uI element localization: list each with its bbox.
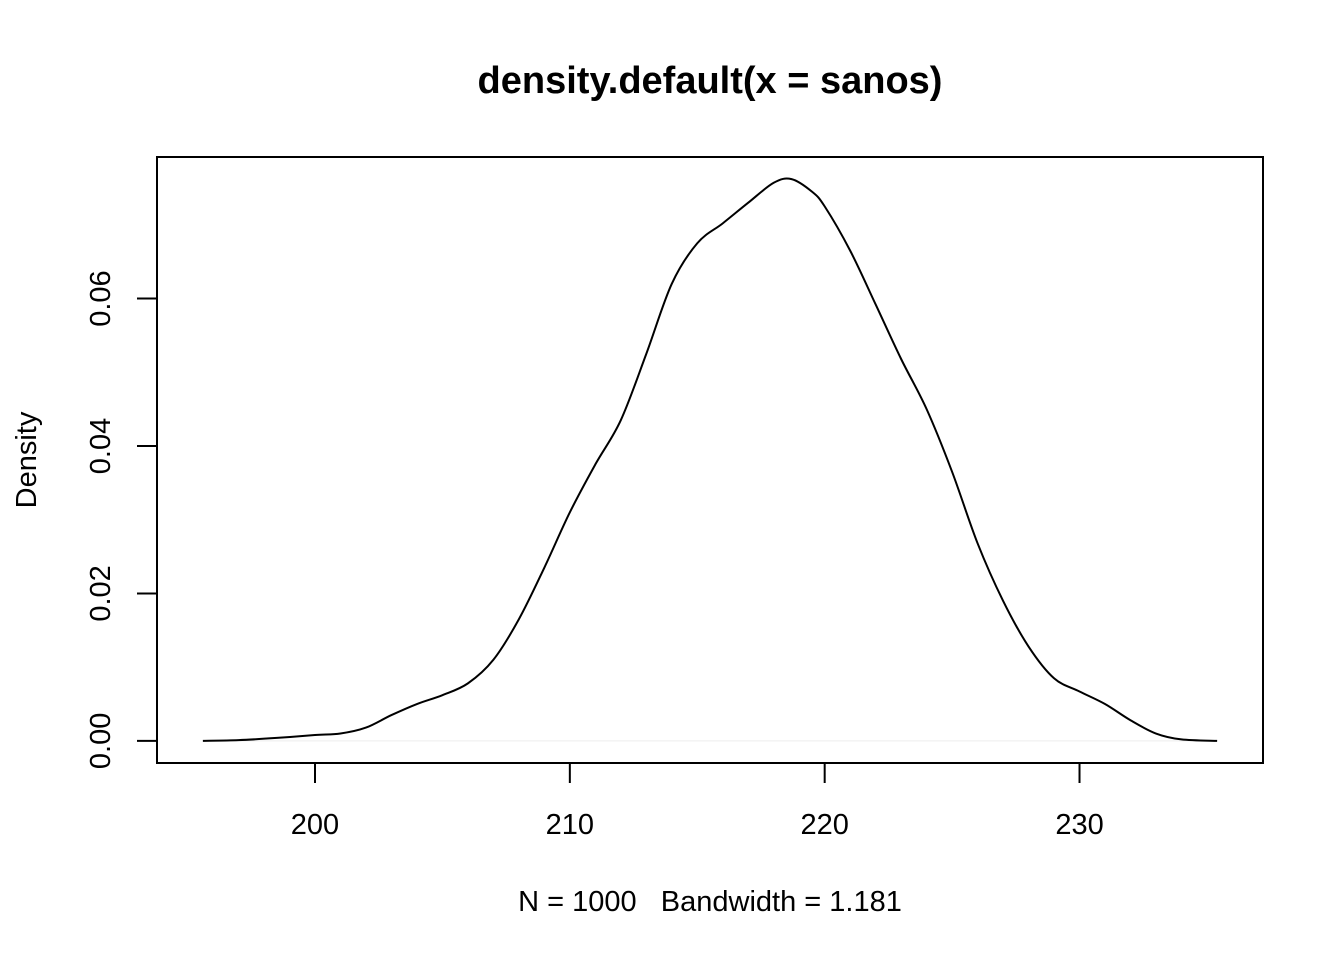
x-tick-label: 230	[1055, 809, 1103, 841]
y-tick-label: 0.02	[85, 565, 117, 621]
density-curve	[202, 177, 1218, 742]
y-tick-label: 0.00	[85, 713, 117, 769]
plot-frame	[156, 156, 1264, 764]
x-tick-label: 220	[800, 809, 848, 841]
x-tick-label: 200	[291, 809, 339, 841]
y-axis-label: Density	[11, 411, 43, 508]
y-tick-label: 0.04	[85, 418, 117, 474]
x-axis: 200 210 220 230	[291, 763, 1104, 841]
x-tick-label: 210	[546, 809, 594, 841]
chart-title: density.default(x = sanos)	[478, 60, 943, 102]
y-tick-label: 0.06	[85, 270, 117, 326]
x-axis-label: N = 1000 Bandwidth = 1.181	[518, 886, 902, 918]
y-axis: 0.00 0.02 0.04 0.06	[85, 270, 157, 769]
